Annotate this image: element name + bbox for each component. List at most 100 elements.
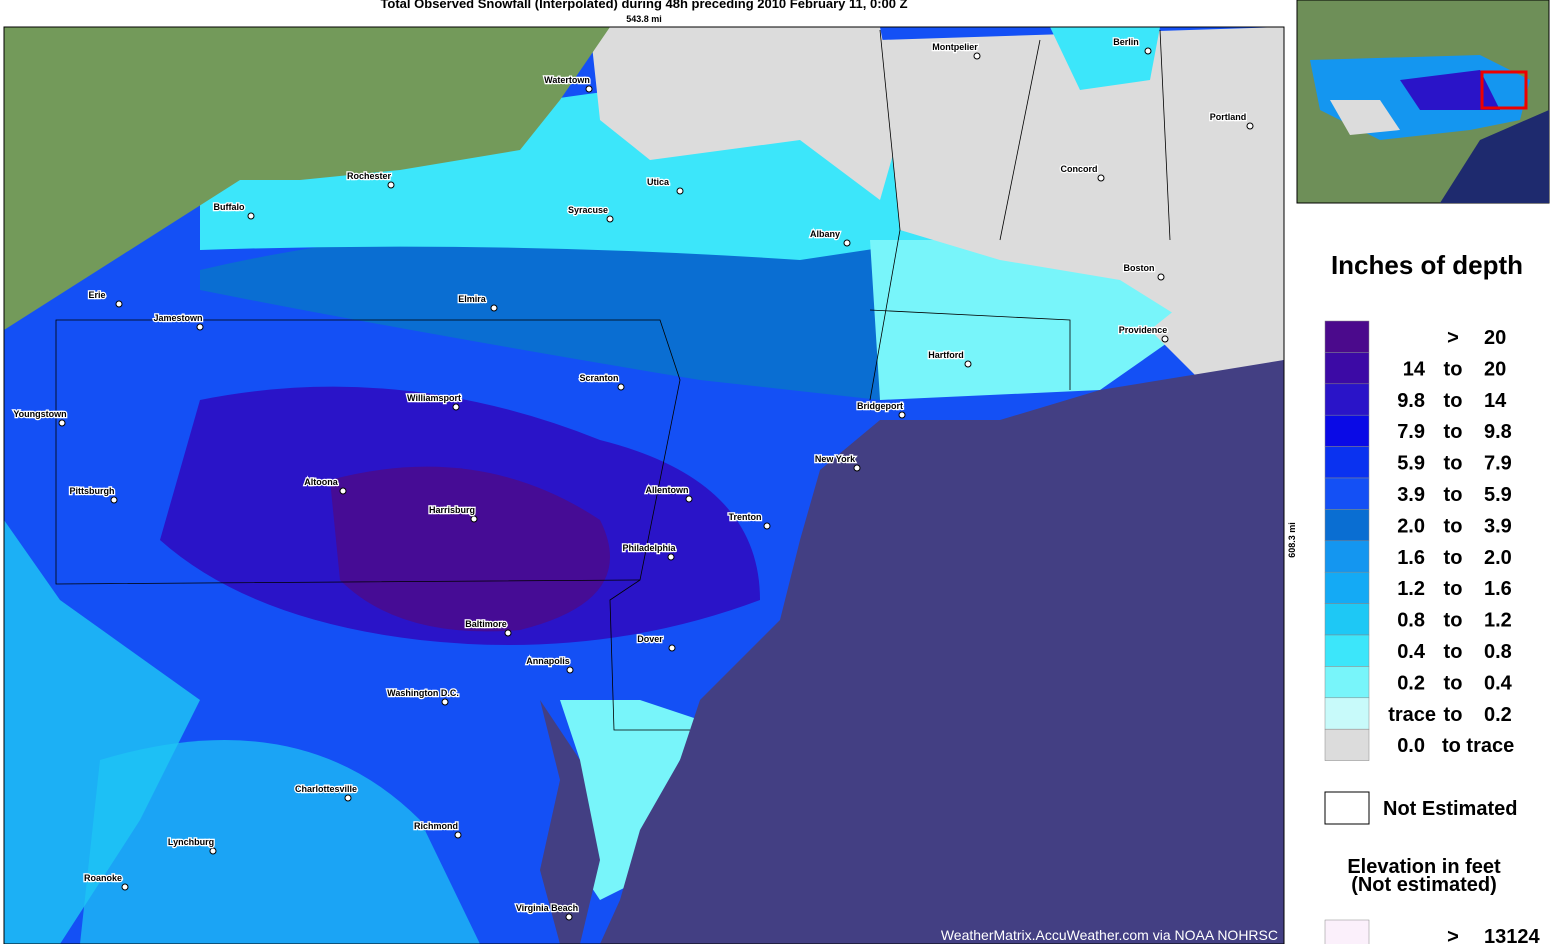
map-title: Total Observed Snowfall (Interpolated) d…	[380, 0, 907, 11]
city-marker	[1144, 47, 1152, 55]
legend-swatch	[1324, 383, 1370, 416]
legend-label: 9.8	[1484, 421, 1512, 443]
legend-swatch	[1324, 697, 1370, 730]
legend-label: 0.4	[1397, 641, 1426, 663]
city-label: Allentown	[646, 485, 689, 495]
inset-map	[1296, 0, 1550, 204]
city-label: Syracuse	[568, 205, 608, 215]
map	[4, 27, 1284, 944]
city-marker	[843, 239, 851, 247]
legend-label: to	[1444, 515, 1463, 537]
city-label: Berlin	[1113, 37, 1139, 47]
legend-label: 0.2	[1484, 704, 1512, 726]
legend-label: 14	[1484, 390, 1507, 412]
legend-label: to	[1444, 641, 1463, 663]
legend-label: 0.8	[1484, 641, 1512, 663]
city-label: Trenton	[729, 512, 762, 522]
city-label: Philadelphia	[622, 543, 676, 553]
city-marker	[58, 419, 66, 427]
city-label: Bridgeport	[857, 401, 903, 411]
legend-label: >	[1447, 327, 1459, 349]
city-marker	[454, 831, 462, 839]
legend-label: 2.0	[1484, 547, 1512, 569]
scale-label: 608.3 mi	[1287, 522, 1297, 558]
city-marker	[441, 698, 449, 706]
legend-label: 13124	[1484, 926, 1540, 944]
city-label: Rochester	[347, 171, 392, 181]
legend-label: 5.9	[1484, 484, 1512, 506]
legend-label: 7.9	[1484, 453, 1512, 475]
city-label: Utica	[647, 177, 670, 187]
legend-label: 14	[1403, 358, 1426, 380]
legend-subtitle: Elevation in feet	[1347, 856, 1501, 878]
city-label: Roanoke	[84, 873, 122, 883]
city-marker	[685, 495, 693, 503]
legend-swatch	[1324, 509, 1370, 542]
legend-label: to trace	[1442, 735, 1514, 757]
legend-swatch	[1324, 540, 1370, 573]
legend-swatch	[1324, 634, 1370, 667]
legend-label: 0.2	[1397, 672, 1425, 694]
city-label: Dover	[637, 634, 663, 644]
legend-label: 1.6	[1397, 547, 1425, 569]
legend-swatch	[1324, 571, 1370, 604]
city-label: Erie	[88, 290, 105, 300]
city-label: Elmira	[458, 294, 487, 304]
legend-label: trace	[1388, 704, 1436, 726]
city-label: Jamestown	[153, 313, 202, 323]
city-marker	[763, 522, 771, 530]
city-marker	[452, 403, 460, 411]
city-label: Richmond	[414, 821, 458, 831]
city-marker	[387, 181, 395, 189]
legend: >20 14 to 20 9.8 to 14 7.9 to 9.8 5.9 to 7.9 3.9 to 5.9…	[1324, 320, 1540, 944]
city-marker	[1157, 273, 1165, 281]
city-label: Pittsburgh	[70, 486, 115, 496]
legend-swatch	[1324, 728, 1370, 761]
city-label: Harrisburg	[429, 505, 475, 515]
city-label: Scranton	[579, 373, 618, 383]
city-marker	[196, 323, 204, 331]
city-label: Lynchburg	[168, 837, 214, 847]
city-marker	[1246, 122, 1254, 130]
legend-label: to	[1444, 547, 1463, 569]
legend-label: 2.0	[1397, 515, 1425, 537]
city-label: Concord	[1061, 164, 1098, 174]
city-marker	[853, 464, 861, 472]
city-marker	[668, 644, 676, 652]
city-label: Boston	[1124, 263, 1155, 273]
city-marker	[1161, 335, 1169, 343]
city-marker	[115, 300, 123, 308]
city-label: Charlottesville	[295, 784, 357, 794]
legend-label: to	[1444, 578, 1463, 600]
legend-label: Not Estimated	[1383, 798, 1517, 820]
city-label: Providence	[1119, 325, 1168, 335]
legend-subtitle: (Not estimated)	[1351, 874, 1497, 896]
legend-label: to	[1444, 421, 1463, 443]
legend-label: to	[1444, 704, 1463, 726]
legend-title: Inches of depth	[1331, 250, 1523, 280]
city-label: Washington D.C.	[387, 688, 459, 698]
city-marker	[110, 496, 118, 504]
city-marker	[973, 52, 981, 60]
legend-swatch	[1324, 414, 1370, 447]
legend-label: 3.9	[1484, 515, 1512, 537]
legend-swatch	[1324, 603, 1370, 636]
city-marker	[121, 883, 129, 891]
city-label: Virginia Beach	[516, 903, 578, 913]
legend-label: to	[1444, 453, 1463, 475]
city-marker	[490, 304, 498, 312]
legend-swatch	[1324, 919, 1370, 944]
city-label: Buffalo	[214, 202, 245, 212]
city-marker	[617, 383, 625, 391]
city-label: Albany	[810, 229, 840, 239]
city-label: New York	[815, 454, 856, 464]
city-marker	[606, 215, 614, 223]
legend-swatch	[1324, 666, 1370, 699]
city-label: Montpelier	[932, 42, 978, 52]
city-label: Altoona	[304, 477, 338, 487]
city-marker	[344, 794, 352, 802]
legend-label: to	[1444, 358, 1463, 380]
city-marker	[565, 913, 573, 921]
legend-swatch	[1324, 791, 1370, 825]
